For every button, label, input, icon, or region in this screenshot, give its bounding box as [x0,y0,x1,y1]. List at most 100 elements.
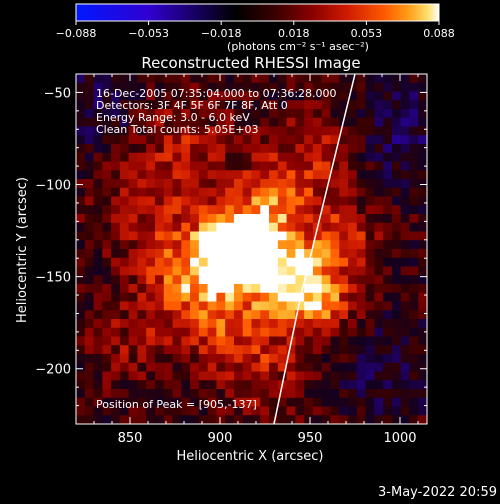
heatmap-cell [374,345,384,355]
heatmap-cell [321,240,332,250]
heatmap-cell [198,371,209,381]
heatmap-cell [102,371,112,381]
heatmap-cell [286,240,296,250]
heatmap-cell [286,179,296,189]
heatmap-cell [242,354,253,364]
heatmap-cell [330,380,340,390]
heatmap-cell [409,170,419,180]
heatmap-cell [348,152,358,163]
heatmap-cell [76,336,86,346]
heatmap-cell [251,406,261,416]
heatmap-cell [330,100,340,110]
heatmap-cell [374,187,384,198]
heatmap-cell [163,117,174,128]
heatmap-cell [339,284,349,294]
heatmap-cell [233,117,244,128]
heatmap-cell [374,284,384,294]
heatmap-cell [286,406,296,416]
heatmap-cell [269,371,279,381]
heatmap-cell [251,284,261,294]
heatmap-cell [409,345,419,355]
heatmap-cell [198,91,209,101]
heatmap-cell [295,91,305,101]
heatmap-cell [409,152,419,163]
heatmap-cell [400,345,411,355]
heatmap-cell [146,187,156,198]
heatmap-cell [76,310,86,320]
heatmap-cell [365,354,375,364]
heatmap-cell [93,152,103,163]
heatmap-cell [383,284,393,294]
heatmap-cell [128,196,139,206]
heatmap-cell [216,179,226,189]
heatmap-cell [128,214,139,224]
heatmap-cell [233,144,244,154]
heatmap-cell [251,126,261,136]
heatmap-cell [330,345,340,355]
heatmap-cell [207,345,218,355]
heatmap-cell [409,74,419,84]
heatmap-cell [251,100,261,110]
heatmap-cell [137,126,147,136]
heatmap-cell [418,214,427,224]
heatmap-cell [102,231,112,241]
heatmap-cell [277,91,288,101]
heatmap-cell [409,161,419,171]
heatmap-cell [198,397,209,408]
peak-position-label: Position of Peak = [905,-137] [96,398,257,411]
heatmap-cell [198,214,209,224]
heatmap-cell [111,336,121,346]
heatmap-cell [172,179,182,189]
heatmap-cell [365,292,375,303]
heatmap-cell [154,397,165,408]
heatmap-cell [190,231,200,241]
heatmap-cell [93,135,103,145]
heatmap-cell [251,152,261,163]
heatmap-cell [225,135,235,145]
heatmap-cell [251,327,261,338]
heatmap-cell [93,187,103,198]
heatmap-cell [365,135,375,145]
heatmap-cell [181,222,191,233]
heatmap-cell [269,301,279,311]
heatmap-cell [391,319,402,329]
heatmap-cell [190,187,200,198]
heatmap-cell [163,389,174,399]
colorbar-tick-label: 0.088 [423,27,455,40]
heatmap-cell [172,327,182,338]
heatmap-cell [251,345,261,355]
heatmap-cell [216,249,226,259]
heatmap-cell [216,275,226,285]
heatmap-cell [93,240,103,250]
heatmap-cell [339,327,349,338]
heatmap-cell [207,406,218,416]
heatmap-cell [163,371,174,381]
heatmap-cell [137,310,147,320]
heatmap-cell [339,389,349,399]
heatmap-cell [277,135,288,145]
heatmap-cell [137,161,147,171]
heatmap-cell [163,257,174,268]
heatmap-cell [84,345,95,355]
heatmap-cell [330,257,340,268]
heatmap-cell [181,196,191,206]
heatmap-cell [409,231,419,241]
heatmap-cell [260,161,270,171]
heatmap-cell [84,292,95,303]
heatmap-cell [374,397,384,408]
heatmap-cell [339,109,349,119]
heatmap-cell [356,275,367,285]
heatmap-cell [251,74,261,84]
heatmap-cell [277,415,288,424]
heatmap-cell [181,327,191,338]
heatmap-cell [181,319,191,329]
heatmap-cell [374,82,384,93]
heatmap-cell [172,266,182,276]
heatmap-cell [391,170,402,180]
heatmap-cell [172,109,182,119]
heatmap-cell [102,144,112,154]
heatmap-cell [391,249,402,259]
heatmap-cell [233,336,244,346]
heatmap-cell [321,292,332,303]
heatmap-cell [321,144,332,154]
